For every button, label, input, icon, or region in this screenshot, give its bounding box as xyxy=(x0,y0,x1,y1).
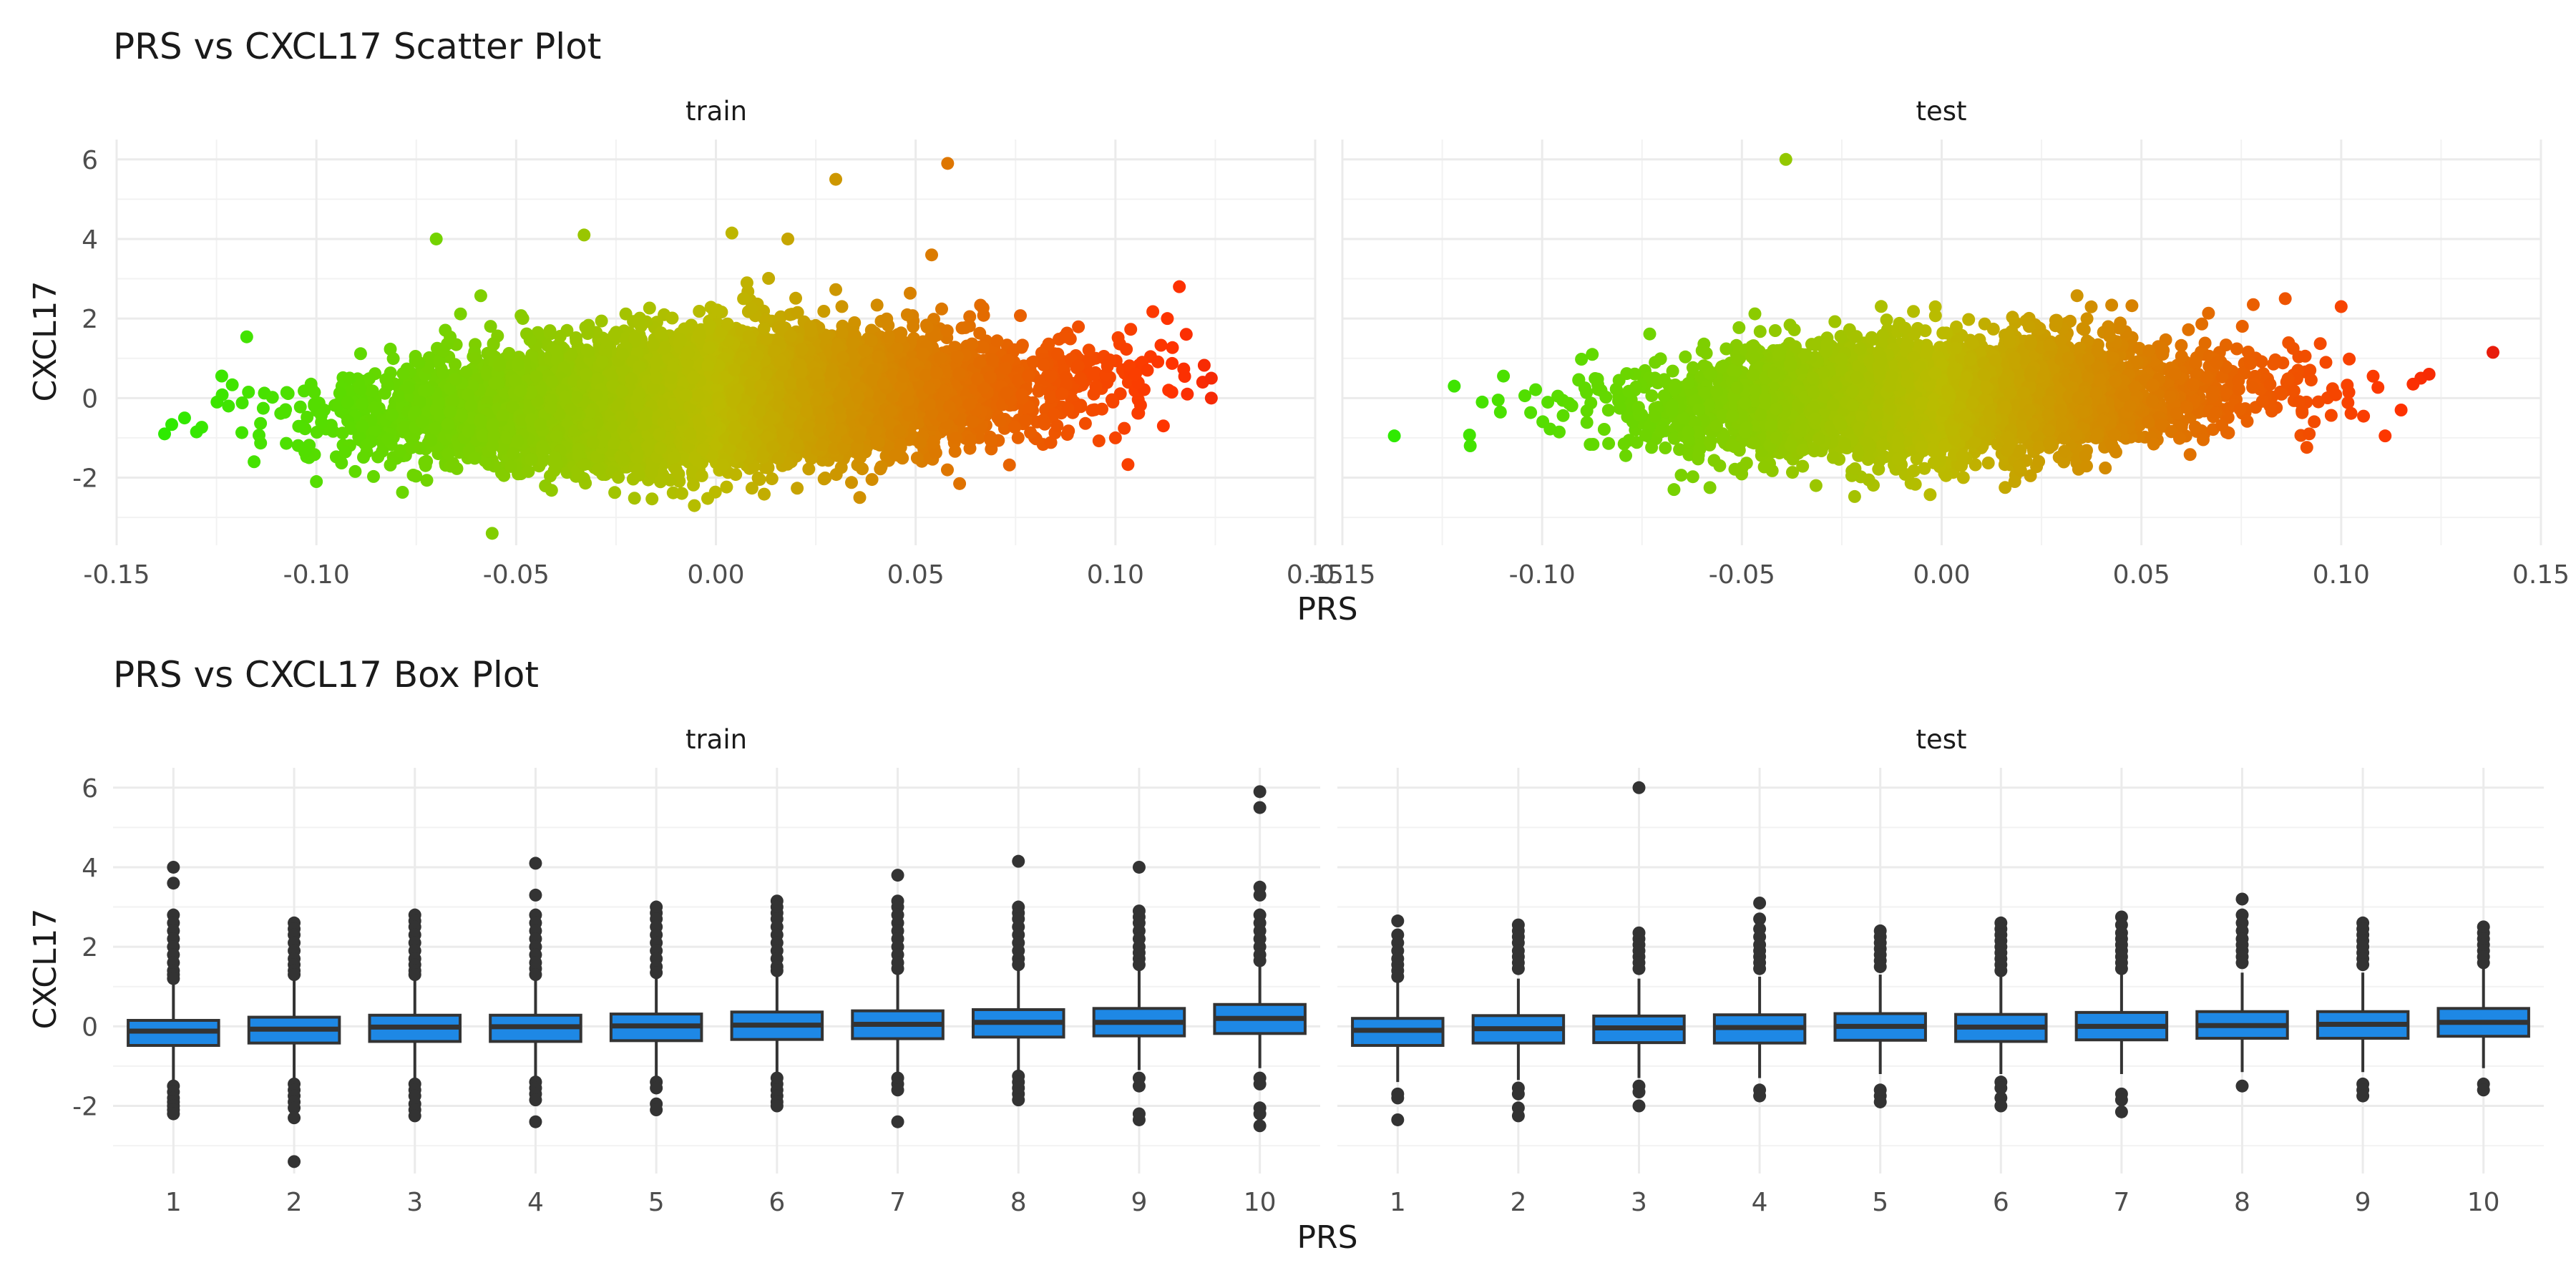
scatter-point xyxy=(1058,330,1071,343)
x-tick-label: 0.10 xyxy=(1087,560,1144,590)
scatter-point xyxy=(845,476,858,489)
scatter-plot-title: PRS vs CXCL17 Scatter Plot xyxy=(113,26,601,67)
y-tick-label: 0 xyxy=(82,384,98,414)
scatter-point xyxy=(1014,309,1027,323)
scatter-point xyxy=(1151,355,1165,369)
x-tick-label: 0.15 xyxy=(1287,560,1344,590)
scatter-point xyxy=(1092,434,1106,448)
scatter-point xyxy=(1146,305,1160,318)
scatter-point xyxy=(817,305,831,318)
scatter-point xyxy=(254,436,268,450)
scatter-point xyxy=(977,341,990,354)
scatter-point xyxy=(516,312,530,326)
scatter-point xyxy=(595,314,608,328)
scatter-point xyxy=(522,464,535,478)
scatter-point xyxy=(628,492,641,505)
scatter-point xyxy=(484,320,497,333)
scatter-point xyxy=(1118,421,1131,435)
scatter-strip-train: train xyxy=(686,96,747,127)
scatter-point xyxy=(280,436,293,450)
scatter-point xyxy=(1078,416,1092,430)
scatter-point xyxy=(454,307,467,321)
scatter-point xyxy=(240,330,253,343)
y-tick-label: 2 xyxy=(82,305,98,334)
scatter-point xyxy=(910,452,924,465)
x-tick-label: -0.10 xyxy=(283,560,350,590)
x-tick-label: -0.15 xyxy=(83,560,150,590)
scatter-point xyxy=(619,307,633,321)
y-tick-label: -2 xyxy=(72,464,98,494)
scatter-point xyxy=(1088,403,1101,416)
scatter-point xyxy=(870,298,884,312)
scatter-point xyxy=(973,326,987,340)
scatter-point-cloud xyxy=(165,272,1211,512)
x-tick-label: 0.05 xyxy=(887,560,945,590)
scatter-point xyxy=(729,468,743,482)
y-tick-label: 6 xyxy=(82,146,98,175)
scatter-strip-test: test xyxy=(1916,96,1966,127)
scatter-point xyxy=(280,386,293,399)
scatter-point xyxy=(1197,358,1211,372)
scatter-point xyxy=(643,301,656,315)
scatter-point xyxy=(396,486,409,499)
scatter-point xyxy=(720,480,733,494)
scatter-point xyxy=(367,469,380,483)
x-tick-label: 0.00 xyxy=(687,560,744,590)
scatter-point xyxy=(948,444,962,458)
scatter-point xyxy=(235,396,249,409)
scatter-point xyxy=(353,347,367,361)
scatter-panel-train: -0.15 -0.10 -0.05 0.00 0.05 0.10 0.15 -2 0 2 4 6 xyxy=(72,140,1344,590)
scatter-point xyxy=(1124,323,1138,336)
scatter-point xyxy=(248,455,261,469)
scatter-point xyxy=(1072,320,1085,333)
scatter-point xyxy=(608,486,622,499)
scatter-point xyxy=(941,463,954,477)
scatter-point xyxy=(1002,458,1016,472)
scatter-point xyxy=(645,492,659,506)
scatter-point xyxy=(940,324,954,338)
y-tick-label: 4 xyxy=(82,225,98,255)
x-tick-label: -0.05 xyxy=(483,560,550,590)
